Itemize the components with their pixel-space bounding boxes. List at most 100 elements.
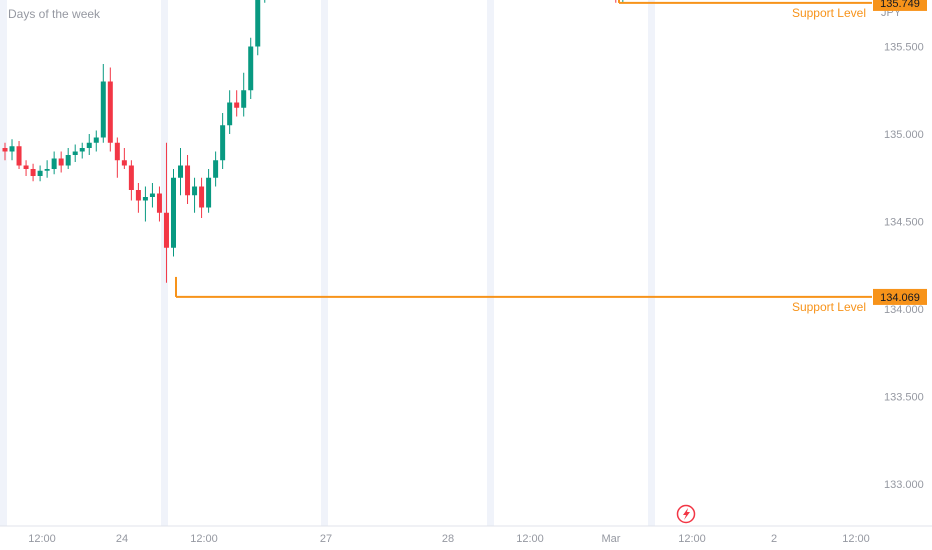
time-axis[interactable]: 12:00 24 12:00 27 28 12:00 Mar 12:00 2 12:00 <box>0 525 932 545</box>
candle <box>44 160 50 178</box>
candle-body <box>234 102 240 108</box>
y-tick-label: 135.000 <box>884 129 924 141</box>
candle <box>248 37 254 99</box>
candle-body <box>72 151 78 155</box>
candle <box>142 186 148 222</box>
candle-body <box>107 81 113 143</box>
y-tick-label: 134.000 <box>884 304 924 316</box>
candle <box>58 151 64 173</box>
lightning-icon-bolt <box>683 508 690 520</box>
candle-body <box>156 193 162 213</box>
candle-body <box>86 142 92 148</box>
candle-body <box>23 165 29 169</box>
candle-body <box>93 137 99 143</box>
x-tick-label: 24 <box>116 533 128 545</box>
candle <box>255 0 261 56</box>
candle <box>72 144 78 162</box>
candle <box>170 169 176 257</box>
candle <box>23 160 29 176</box>
candle <box>149 183 155 208</box>
lightning-icon-ring <box>676 504 696 524</box>
levels-group: Resistance LevelResistance LevelSupport … <box>175 0 872 314</box>
candle-body <box>163 212 169 248</box>
support-2-price-label: 134.069 <box>880 292 920 304</box>
candle <box>206 169 212 213</box>
candle <box>65 148 71 169</box>
candle <box>227 90 233 134</box>
candle <box>2 142 8 161</box>
x-tick-label: Mar <box>602 533 621 545</box>
candle <box>79 142 85 159</box>
session-band <box>487 0 494 526</box>
x-tick-label: 2 <box>771 533 777 545</box>
candle <box>234 90 240 117</box>
candle <box>107 67 113 152</box>
candle-body <box>51 158 57 169</box>
candle-body <box>213 160 219 178</box>
candle <box>100 64 106 143</box>
candle <box>220 113 226 169</box>
candle <box>93 130 99 152</box>
candle <box>121 148 127 169</box>
chart-title: Days of the week <box>8 7 101 21</box>
y-tick-label: 133.500 <box>884 392 924 404</box>
candle <box>213 151 219 187</box>
support-1-caption: Support Level <box>792 6 866 20</box>
session-band <box>161 0 168 526</box>
candle-body <box>185 165 191 196</box>
y-tick-label: 135.500 <box>884 42 924 54</box>
candle-body <box>199 186 205 208</box>
x-tick-label: 12:00 <box>842 533 870 545</box>
candle <box>264 0 266 3</box>
candle-body <box>114 142 120 161</box>
candle <box>114 137 120 178</box>
candle <box>185 155 191 204</box>
candle <box>128 160 134 201</box>
candle-body <box>65 155 71 166</box>
candle <box>37 165 43 182</box>
candle-body <box>121 160 127 166</box>
candles-group <box>2 0 624 283</box>
x-tick-label: 12:00 <box>678 533 706 545</box>
session-bands <box>0 0 655 526</box>
x-tick-label: 28 <box>442 533 454 545</box>
candle-body <box>227 102 233 126</box>
candle <box>9 139 15 161</box>
candle-body <box>192 186 198 196</box>
candle-body <box>58 158 64 166</box>
candle-body <box>220 125 226 161</box>
candle-body <box>128 165 134 190</box>
candle-body <box>37 170 43 176</box>
candle <box>51 151 57 175</box>
candle-body <box>9 146 15 152</box>
candle-body <box>79 148 85 152</box>
candle-body <box>142 197 148 201</box>
candle-body <box>206 177 212 208</box>
support-2-caption: Support Level <box>792 300 866 314</box>
y-tick-label: 134.500 <box>884 217 924 229</box>
candle <box>241 72 247 117</box>
candle <box>16 141 22 169</box>
price-axis[interactable]: JPY133.000133.500134.000134.500135.00013… <box>873 0 927 491</box>
candle-body <box>135 190 141 201</box>
candle-body <box>44 169 50 171</box>
support-1-price-label: 135.749 <box>880 0 920 10</box>
support-2-price-tag <box>873 288 927 305</box>
session-band <box>321 0 328 526</box>
x-tick-label: 12:00 <box>28 533 56 545</box>
x-tick-label: 12:00 <box>190 533 218 545</box>
candle-body <box>149 193 155 197</box>
candle-body <box>248 46 254 91</box>
candle <box>163 142 169 283</box>
y-tick-label: 133.000 <box>884 479 924 491</box>
candle-body <box>170 177 176 248</box>
candle-body <box>16 146 22 166</box>
candle <box>86 134 92 155</box>
session-band <box>648 0 655 526</box>
x-tick-label: 12:00 <box>516 533 544 545</box>
candle <box>30 163 36 182</box>
candle <box>135 183 141 213</box>
candle-body <box>255 0 261 47</box>
candle-body <box>30 169 36 176</box>
